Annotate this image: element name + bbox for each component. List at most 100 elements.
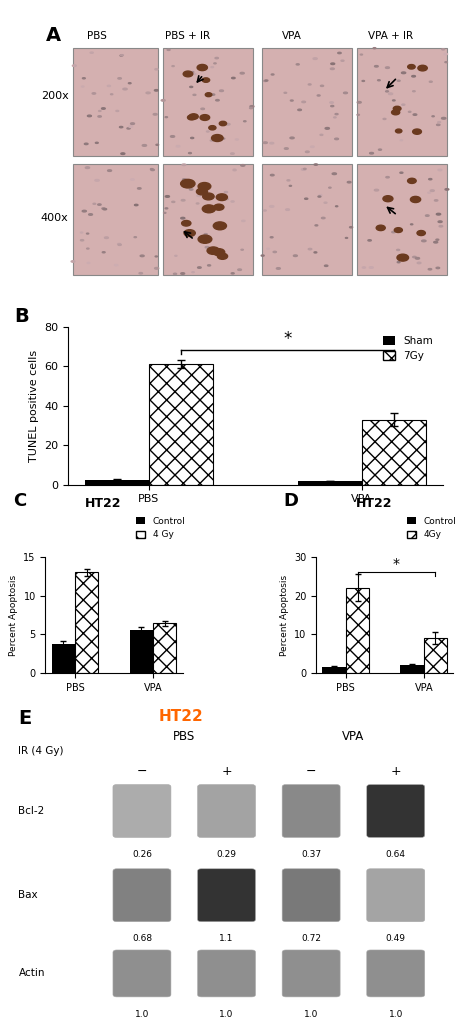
Ellipse shape — [271, 74, 274, 75]
Ellipse shape — [121, 153, 125, 155]
Ellipse shape — [197, 195, 201, 197]
Ellipse shape — [331, 105, 334, 106]
Ellipse shape — [131, 123, 134, 124]
Ellipse shape — [182, 164, 186, 166]
Circle shape — [395, 129, 402, 133]
Circle shape — [184, 229, 196, 237]
FancyBboxPatch shape — [367, 784, 425, 838]
FancyBboxPatch shape — [72, 164, 158, 275]
Ellipse shape — [362, 267, 366, 268]
Ellipse shape — [308, 249, 312, 250]
Ellipse shape — [250, 105, 254, 108]
Ellipse shape — [263, 142, 267, 143]
Circle shape — [383, 196, 393, 202]
Ellipse shape — [270, 142, 274, 144]
Ellipse shape — [167, 49, 170, 50]
Ellipse shape — [438, 221, 442, 222]
Text: +: + — [391, 765, 401, 778]
Text: 0.37: 0.37 — [301, 850, 321, 859]
Text: IR (4 Gy): IR (4 Gy) — [18, 745, 64, 756]
Ellipse shape — [216, 99, 219, 101]
Text: 1.1: 1.1 — [219, 934, 234, 943]
Text: HT22: HT22 — [356, 498, 392, 511]
Ellipse shape — [386, 176, 389, 178]
Text: 1.0: 1.0 — [389, 1010, 403, 1019]
Ellipse shape — [142, 144, 147, 146]
Ellipse shape — [155, 89, 158, 91]
Ellipse shape — [276, 267, 280, 269]
Ellipse shape — [181, 217, 185, 219]
Ellipse shape — [428, 193, 431, 194]
Ellipse shape — [261, 255, 264, 256]
FancyBboxPatch shape — [197, 868, 256, 922]
Ellipse shape — [375, 189, 379, 191]
Ellipse shape — [153, 114, 157, 115]
Ellipse shape — [156, 144, 158, 145]
Ellipse shape — [434, 200, 438, 201]
Ellipse shape — [313, 57, 317, 59]
Circle shape — [214, 204, 224, 210]
Ellipse shape — [400, 172, 403, 173]
Ellipse shape — [181, 272, 185, 274]
Ellipse shape — [270, 174, 274, 176]
Ellipse shape — [129, 126, 133, 127]
FancyBboxPatch shape — [367, 950, 425, 997]
Text: D: D — [284, 493, 299, 511]
Ellipse shape — [305, 198, 308, 200]
Ellipse shape — [444, 53, 447, 54]
Ellipse shape — [397, 262, 400, 263]
Circle shape — [393, 106, 401, 111]
Circle shape — [218, 253, 227, 259]
FancyBboxPatch shape — [367, 868, 425, 922]
Ellipse shape — [430, 81, 432, 82]
Ellipse shape — [321, 217, 325, 219]
Text: 200x: 200x — [40, 91, 69, 101]
Ellipse shape — [429, 178, 432, 180]
Ellipse shape — [87, 262, 90, 263]
Circle shape — [413, 129, 422, 134]
Ellipse shape — [204, 233, 207, 234]
Circle shape — [410, 197, 421, 203]
Circle shape — [219, 121, 227, 126]
Ellipse shape — [413, 114, 417, 116]
Ellipse shape — [436, 213, 441, 215]
Ellipse shape — [193, 94, 196, 95]
Ellipse shape — [314, 252, 317, 253]
Ellipse shape — [347, 181, 351, 183]
Circle shape — [418, 66, 427, 71]
Ellipse shape — [102, 108, 105, 110]
Ellipse shape — [123, 88, 127, 90]
Ellipse shape — [115, 264, 118, 266]
Ellipse shape — [165, 196, 170, 198]
Ellipse shape — [118, 244, 121, 246]
Ellipse shape — [182, 179, 186, 180]
Ellipse shape — [232, 78, 235, 79]
Ellipse shape — [430, 189, 434, 191]
Ellipse shape — [321, 85, 323, 86]
FancyBboxPatch shape — [197, 784, 256, 838]
Circle shape — [202, 205, 215, 213]
Ellipse shape — [397, 80, 400, 81]
Ellipse shape — [419, 230, 423, 232]
Ellipse shape — [319, 195, 322, 196]
Ellipse shape — [290, 137, 294, 139]
Ellipse shape — [235, 139, 238, 140]
Ellipse shape — [108, 170, 111, 171]
Ellipse shape — [172, 202, 175, 203]
Ellipse shape — [155, 69, 158, 70]
Text: 1.0: 1.0 — [304, 1010, 318, 1019]
Ellipse shape — [71, 261, 75, 262]
Ellipse shape — [315, 225, 318, 226]
FancyBboxPatch shape — [262, 47, 352, 156]
Ellipse shape — [226, 124, 230, 125]
Ellipse shape — [306, 152, 309, 153]
Ellipse shape — [212, 94, 215, 95]
Ellipse shape — [422, 240, 426, 242]
Legend: Control, 4 Gy: Control, 4 Gy — [133, 513, 189, 543]
Ellipse shape — [139, 272, 142, 274]
Ellipse shape — [385, 67, 390, 69]
Ellipse shape — [369, 266, 373, 268]
Ellipse shape — [311, 146, 314, 147]
Circle shape — [394, 227, 402, 232]
Circle shape — [216, 194, 227, 201]
